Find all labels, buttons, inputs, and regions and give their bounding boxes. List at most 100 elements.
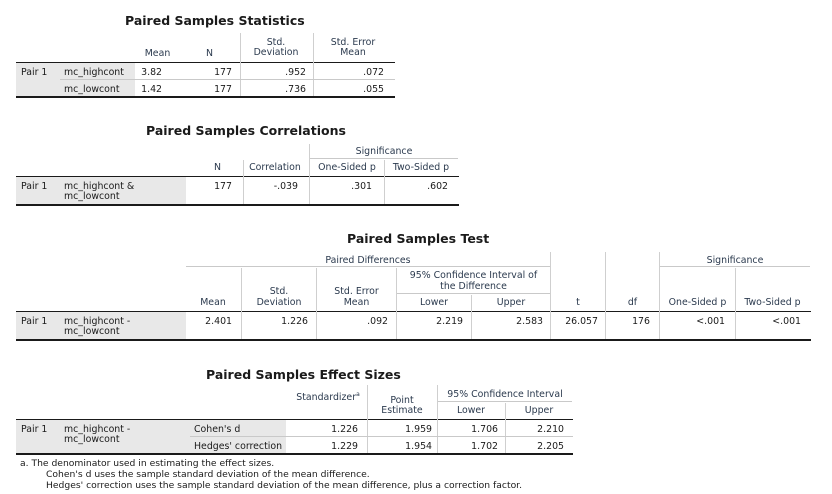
effect-row-label-bg [16,420,286,454]
stats-row1-sd: .952 [285,67,306,78]
stats-header-se-line1: Std. Error [330,37,376,48]
corr-n: 177 [214,181,232,192]
test-var-line2: mc_lowcont [64,326,120,337]
stats-header-mean: Mean [144,48,171,59]
test-col-sep-1 [241,268,242,340]
paired-samples-effect-sizes-title: Paired Samples Effect Sizes [206,367,401,382]
test-header-one-sided: One-Sided p [668,297,727,308]
effect-header-lower: Lower [456,405,486,416]
effect-row1-lower: 1.706 [471,424,498,435]
effect-footnote-2: Cohen's d uses the sample standard devia… [46,469,370,480]
test-header-mean: Mean [200,297,226,308]
corr-col-sep-1 [243,160,244,205]
stats-row1-mean: 3.82 [141,67,162,78]
test-t: 26.057 [565,316,598,327]
test-header-t: t [576,297,580,308]
effect-col-sep-1 [367,385,368,454]
effect-header-standardizer-label: Standardizer [296,392,357,404]
paired-samples-correlations-title: Paired Samples Correlations [146,123,346,138]
test-col-sep-3 [396,268,397,340]
effect-row1-upper: 2.210 [537,424,564,435]
test-sd: 1.226 [281,316,308,327]
test-paired-diff-rule [186,266,550,267]
stats-row2-var: mc_lowcont [64,84,120,95]
stats-row1-n: 177 [214,67,232,78]
stats-header-n: N [205,48,213,59]
stats-row-label-bg [16,63,135,97]
corr-header-two-sided: Two-Sided p [392,162,450,173]
effect-ci-rule [438,401,572,402]
test-header-df: df [627,297,638,308]
test-bottom-rule [16,339,811,341]
test-header-sd-line1: Std. [269,286,289,297]
test-var-line1: mc_highcont - [64,316,131,327]
corr-var-line2: mc_lowcont [64,191,120,202]
corr-header-correlation: Correlation [249,162,301,173]
test-header-rule [16,311,811,312]
corr-correlation: -.039 [273,181,298,192]
effect-col-sep-2 [437,385,438,454]
stats-header-sd-line2: Deviation [253,47,299,58]
test-col-sep-4 [471,295,472,340]
stats-row2-mean: 1.42 [141,84,162,95]
effect-col-sep-3 [505,403,506,454]
test-header-ci-line1: 95% Confidence Interval of [409,270,538,281]
test-two-sided: <.001 [772,316,801,327]
corr-header-n: N [213,162,221,173]
stats-row2-n: 177 [214,84,232,95]
effect-row2-standardizer: 1.229 [331,441,358,452]
paired-samples-statistics-title: Paired Samples Statistics [125,13,305,28]
test-upper: 2.583 [516,316,543,327]
corr-col-sep-3 [384,160,385,205]
test-mean: 2.401 [205,316,232,327]
test-row-label-bg [16,312,186,340]
effect-var-line1: mc_highcont - [64,424,131,435]
effect-row1-label: Cohen's d [194,424,241,435]
effect-header-rule [16,419,573,420]
effect-footnote-marker: a [356,391,360,398]
test-header-se-line1: Std. Error [334,286,379,297]
effect-bottom-rule [16,453,573,455]
corr-one-sided: .301 [351,181,372,192]
stats-row2-sd: .736 [285,84,306,95]
stats-bottom-rule [16,96,395,98]
test-df: 176 [632,316,650,327]
effect-row1-point: 1.959 [405,424,432,435]
test-header-significance: Significance [706,255,764,266]
test-header-lower: Lower [419,297,449,308]
corr-pair-label: Pair 1 [21,181,48,192]
corr-bottom-rule [16,204,459,206]
stats-header-sd-line1: Std. [266,37,286,48]
effect-row2-upper: 2.205 [537,441,564,452]
corr-header-significance: Significance [355,146,413,157]
test-lower: 2.219 [436,316,463,327]
test-pair-label: Pair 1 [21,316,48,327]
stats-col-sep-2 [313,33,314,97]
test-header-upper: Upper [496,297,526,308]
effect-header-upper: Upper [524,405,554,416]
test-col-sep-7 [659,252,660,340]
corr-sig-rule [310,158,458,159]
test-header-paired-differences: Paired Differences [325,255,411,266]
stats-header-se-line2: Mean [340,47,366,58]
test-one-sided: <.001 [696,316,725,327]
test-ci-rule [397,293,550,294]
corr-two-sided: .602 [427,181,448,192]
stats-col-sep-1 [240,33,241,97]
test-col-sep-8 [735,268,736,340]
effect-header-ci: 95% Confidence Interval [447,389,563,400]
effect-row2-lower: 1.702 [471,441,498,452]
stats-pair-label: Pair 1 [21,67,48,78]
effect-footnote-1: a. The denominator used in estimating th… [20,458,275,469]
corr-var-line1: mc_highcont & [64,181,135,192]
test-header-sd-line2: Deviation [256,297,302,308]
test-col-sep-5 [550,252,551,340]
test-se: .092 [367,316,388,327]
test-col-sep-6 [605,252,606,340]
effect-pair-label: Pair 1 [21,424,48,435]
effect-header-standardizer: Standardizera [290,389,366,403]
stats-row2-se: .055 [363,84,384,95]
test-sig-rule [660,266,810,267]
corr-header-one-sided: One-Sided p [318,162,376,173]
test-header-two-sided: Two-Sided p [744,297,801,308]
